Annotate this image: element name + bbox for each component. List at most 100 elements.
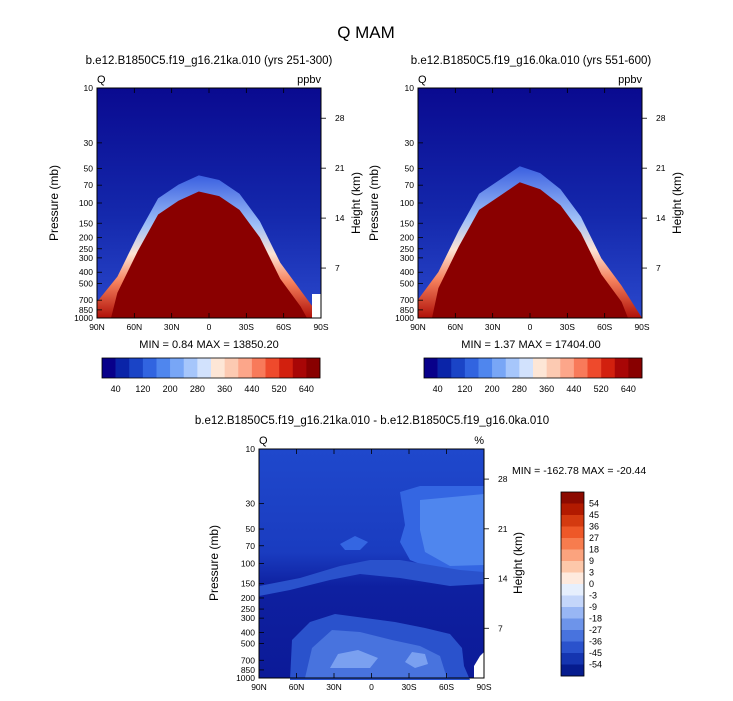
colorbar-label: 36 (589, 522, 599, 532)
panel-3-right-label: % (474, 435, 484, 447)
y2-tick-label: 14 (498, 574, 508, 584)
y-tick-label: 400 (79, 267, 93, 277)
y-tick-label: 700 (400, 295, 414, 305)
panel-3-lower-lightest-region-2 (405, 652, 428, 668)
panel-1-left-label: Q (97, 74, 106, 86)
y-tick-label: 250 (400, 244, 414, 254)
colorbar-swatch (561, 561, 584, 573)
x-tick-label: 90S (476, 682, 491, 692)
colorbar-swatch (451, 358, 466, 378)
y-tick-label: 10 (84, 83, 94, 93)
y-tick-label: 50 (246, 524, 256, 534)
x-tick-label: 90N (251, 682, 267, 692)
colorbar-swatch (628, 358, 643, 378)
panel-1-plot-area (96, 87, 322, 319)
colorbar-swatch (251, 358, 266, 378)
panel-3-lower-lightest-region (330, 650, 378, 668)
colorbar-swatch (561, 607, 584, 619)
panel-2-right-label: ppbv (618, 74, 642, 86)
colorbar-swatch (561, 630, 584, 642)
y-tick-label: 100 (79, 198, 93, 208)
panel-3: b.e12.B1850C5.f19_g16.21ka.010 - b.e12.B… (195, 415, 647, 692)
colorbar-swatch (183, 358, 198, 378)
colorbar-swatch (505, 358, 520, 378)
y-tick-label: 500 (400, 278, 414, 288)
colorbar-label: 120 (457, 384, 472, 394)
y-tick-label: 70 (84, 180, 94, 190)
x-tick-label: 30N (326, 682, 342, 692)
y2-tick-label: 14 (656, 213, 666, 223)
colorbar-label: 120 (135, 384, 150, 394)
colorbar-frame (101, 357, 321, 379)
colorbar-label: -18 (589, 614, 602, 624)
colorbar-swatch (279, 358, 294, 378)
colorbar-label: -9 (589, 602, 597, 612)
panel-2-colorbar: 40 120 200 280 360 440 520 640 (423, 357, 643, 394)
x-tick-label: 90S (634, 322, 649, 332)
x-tick-label: 90N (89, 322, 105, 332)
colorbar-swatch (211, 358, 225, 378)
y-tick-label: 700 (79, 295, 93, 305)
x-tick-label: 0 (369, 682, 374, 692)
panel-1-minmax: MIN = 0.84 MAX = 13850.20 (139, 339, 278, 351)
y2-tick-label: 21 (335, 163, 345, 173)
colorbar-swatch (561, 549, 584, 562)
panel-3-small-patch (340, 536, 368, 550)
colorbar-swatch (546, 358, 561, 378)
colorbar-swatch (561, 584, 584, 596)
colorbar-label: 9 (589, 556, 594, 566)
panel-1-axes: 1030507010015020025030040050070085010002… (74, 83, 345, 332)
x-tick-label: 30S (239, 322, 254, 332)
y-tick-label: 10 (405, 83, 415, 93)
y2-tick-label: 7 (656, 263, 661, 273)
colorbar-label: -45 (589, 648, 602, 658)
colorbar-label: 54 (589, 499, 599, 509)
x-tick-label: 30S (401, 682, 416, 692)
x-tick-label: 30S (560, 322, 575, 332)
colorbar-frame (423, 357, 643, 379)
panel-1-subtitle: b.e12.B1850C5.f19_g16.21ka.010 (yrs 251-… (86, 55, 333, 67)
x-tick-label: 30N (164, 322, 180, 332)
colorbar-swatch (614, 358, 629, 378)
colorbar-label: 640 (299, 384, 314, 394)
colorbar-swatch (587, 358, 602, 378)
panel-2-subtitle: b.e12.B1850C5.f19_g16.0ka.010 (yrs 551-6… (411, 55, 652, 67)
x-tick-label: 60S (439, 682, 454, 692)
colorbar-swatch (573, 358, 588, 378)
figure-title: Q MAM (337, 23, 395, 42)
y2-tick-label: 7 (498, 623, 503, 633)
y-tick-label: 250 (241, 604, 255, 614)
colorbar-label: 0 (589, 579, 594, 589)
x-tick-label: 60S (276, 322, 291, 332)
colorbar-swatch (561, 503, 584, 516)
y-tick-label: 30 (246, 499, 256, 509)
colorbar-label: -36 (589, 637, 602, 647)
y-tick-label: 300 (400, 253, 414, 263)
panel-3-plot-area (258, 448, 485, 680)
colorbar-swatch (561, 526, 584, 539)
colorbar-swatch (561, 515, 584, 527)
colorbar-label: -3 (589, 591, 597, 601)
colorbar-label: 360 (539, 384, 554, 394)
colorbar-swatch (533, 358, 547, 378)
y-tick-label: 100 (400, 198, 414, 208)
y2-tick-label: 7 (335, 263, 340, 273)
y-tick-label: 500 (79, 278, 93, 288)
colorbar-label: 360 (217, 384, 232, 394)
colorbar-swatch (265, 358, 280, 378)
colorbar-label: 200 (485, 384, 500, 394)
colorbar-label: 40 (433, 384, 443, 394)
panel-1-ylabel: Pressure (mb) (47, 165, 61, 241)
panel-3-upper-lighter-region (420, 494, 484, 566)
colorbar-label: 200 (163, 384, 178, 394)
colorbar-swatch (224, 358, 239, 378)
colorbar-label: 40 (111, 384, 121, 394)
colorbar-label: 520 (594, 384, 609, 394)
y-tick-label: 30 (405, 138, 415, 148)
panel-1: b.e12.B1850C5.f19_g16.21ka.010 (yrs 251-… (47, 55, 363, 394)
colorbar-swatch (142, 358, 157, 378)
y-tick-label: 300 (241, 613, 255, 623)
panel-3-mid-band (259, 560, 484, 596)
x-tick-label: 90S (313, 322, 328, 332)
colorbar-label: 640 (621, 384, 636, 394)
